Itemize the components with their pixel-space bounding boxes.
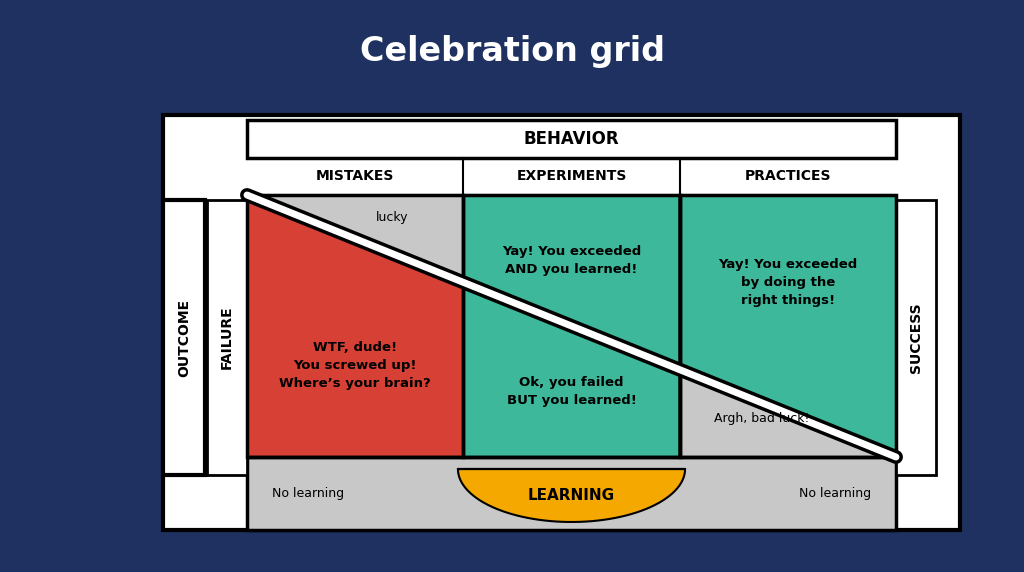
Bar [207,200,247,475]
Bar [247,120,896,158]
Bar [896,200,936,475]
Text: Ok, you failed
BUT you learned!: Ok, you failed BUT you learned! [507,376,637,407]
Bar [463,195,680,457]
Text: Yay! You exceeded
AND you learned!: Yay! You exceeded AND you learned! [502,245,641,276]
Text: No learning: No learning [271,487,344,500]
Bar [163,115,961,530]
Polygon shape [463,195,680,370]
Text: PRACTICES: PRACTICES [744,169,831,184]
Text: Celebration grid: Celebration grid [359,35,665,69]
Polygon shape [458,469,685,522]
Text: SUCCESS: SUCCESS [909,302,923,373]
Bar [163,200,205,475]
Text: LEARNING: LEARNING [528,488,615,503]
Text: BEHAVIOR: BEHAVIOR [523,130,620,148]
Polygon shape [247,195,463,457]
Text: lucky: lucky [376,210,409,224]
Text: FAILURE: FAILURE [220,305,234,370]
Polygon shape [247,195,463,283]
Text: MISTAKES: MISTAKES [316,169,394,184]
Text: Argh, bad luck!: Argh, bad luck! [714,412,810,425]
Text: WTF, dude!
You screwed up!
Where’s your brain?: WTF, dude! You screwed up! Where’s your … [280,341,431,390]
Polygon shape [680,370,896,457]
Bar [680,195,896,457]
Polygon shape [680,195,896,457]
Bar [247,195,463,457]
Bar [247,457,896,530]
Text: Yay! You exceeded
by doing the
right things!: Yay! You exceeded by doing the right thi… [718,258,857,307]
Text: OUTCOME: OUTCOME [177,299,191,376]
Text: No learning: No learning [800,487,871,500]
Text: EXPERIMENTS: EXPERIMENTS [516,169,627,184]
Polygon shape [463,283,680,457]
